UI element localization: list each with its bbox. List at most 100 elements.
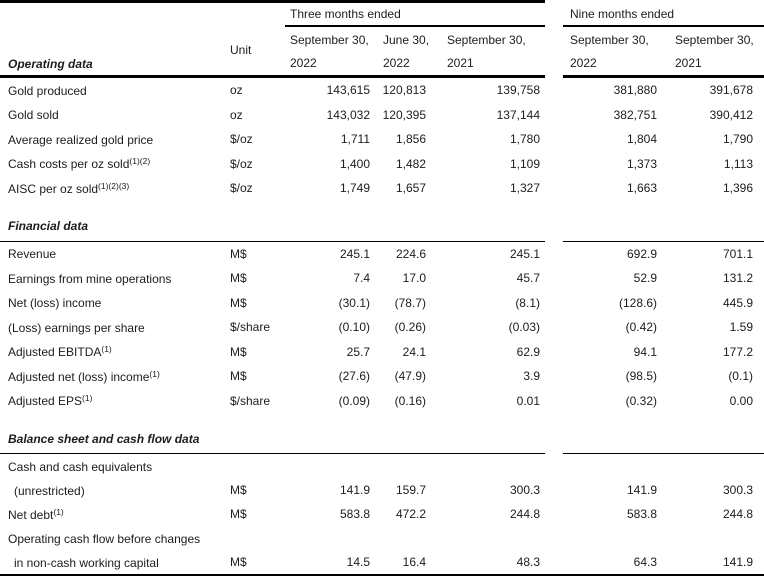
- section-underline-right: [563, 219, 764, 242]
- column-header-line2: 2022: [290, 55, 317, 70]
- row-value-3m-sep-2022: 245.1: [339, 246, 370, 261]
- row-value-3m-sep-2022: 143,615: [326, 83, 370, 98]
- row-value-9m-sep-2021: 131.2: [722, 271, 753, 286]
- row-unit: $/oz: [230, 156, 253, 171]
- table-row: Revenue M$ 245.1 224.6 245.1 692.9 701.1: [0, 242, 764, 267]
- row-value-3m-sep-2021: (0.03): [508, 320, 540, 335]
- row-value-9m-sep-2021: 177.2: [722, 344, 753, 359]
- section-underline-left: Financial data: [0, 219, 545, 242]
- row-value-3m-sep-2022: 7.4: [353, 271, 370, 286]
- top-border-line: [0, 0, 545, 3]
- row-value-3m-sep-2021: 62.9: [516, 344, 540, 359]
- row-value-3m-jun-2022: 224.6: [395, 246, 426, 261]
- section-title: Balance sheet and cash flow data: [8, 431, 200, 446]
- column-header-line1: September 30,: [447, 33, 526, 47]
- row-value-3m-sep-2021: 1,109: [509, 156, 540, 171]
- row-value-9m-sep-2021: 141.9: [722, 555, 753, 569]
- row-value-3m-jun-2022: 16.4: [402, 555, 426, 569]
- row-unit: oz: [230, 107, 243, 122]
- row-unit: $/share: [230, 393, 271, 408]
- row-value-9m-sep-2022: 382,751: [613, 107, 657, 122]
- row-value-9m-sep-2021: 1,113: [723, 156, 753, 171]
- row-unit: M$: [230, 344, 247, 359]
- column-header-line2: 2021: [447, 55, 474, 70]
- row-value-3m-jun-2022: (47.9): [394, 369, 426, 384]
- table-row: AISC per oz sold(1)(2)(3) $/oz 1,749 1,6…: [0, 176, 764, 201]
- row-label: Adjusted EBITDA(1): [8, 344, 112, 360]
- row-value-3m-sep-2021: 48.3: [516, 555, 540, 569]
- column-header-line1: September 30,: [675, 33, 754, 47]
- row-value-3m-sep-2021: 3.9: [523, 369, 540, 384]
- row-value-3m-jun-2022: 1,657: [395, 181, 426, 196]
- row-value-3m-sep-2022: 14.5: [346, 555, 370, 569]
- column-header-3m-sep-2021: September 30, 2021: [447, 29, 526, 74]
- row-label: (unrestricted): [14, 483, 85, 498]
- footnote-superscript: (1): [53, 506, 64, 517]
- table-row: Adjusted net (loss) income(1) M$ (27.6) …: [0, 364, 764, 389]
- row-value-9m-sep-2022: 583.8: [626, 507, 657, 521]
- row-value-3m-sep-2022: 583.8: [339, 507, 370, 521]
- column-header-line1: September 30,: [570, 33, 649, 47]
- row-value-9m-sep-2021: 0.00: [729, 393, 753, 408]
- row-value-3m-sep-2022: (0.10): [338, 320, 370, 335]
- table-row: (unrestricted) M$ 141.9 159.7 300.3 141.…: [0, 478, 764, 502]
- column-header-9m-sep-2021: September 30, 2021: [675, 29, 754, 74]
- row-value-9m-sep-2021: 1.59: [729, 320, 753, 335]
- row-value-3m-jun-2022: 159.7: [395, 483, 426, 497]
- row-value-9m-sep-2022: 141.9: [626, 483, 657, 497]
- row-value-9m-sep-2021: (0.1): [728, 369, 753, 384]
- row-label: (Loss) earnings per share: [8, 320, 145, 335]
- row-value-3m-sep-2022: 143,032: [326, 107, 370, 122]
- footnote-superscript: (1)(2)(3): [98, 180, 130, 191]
- row-label: AISC per oz sold(1)(2)(3): [8, 180, 130, 196]
- table-row: Net debt(1) M$ 583.8 472.2 244.8 583.8 2…: [0, 502, 764, 526]
- row-value-3m-sep-2022: 1,749: [339, 181, 370, 196]
- section-underline-left: Balance sheet and cash flow data: [0, 431, 545, 454]
- section-title-operating-data: Operating data: [8, 57, 93, 71]
- column-header-line2: 2021: [675, 55, 702, 70]
- row-value-3m-sep-2022: (0.09): [338, 393, 370, 408]
- row-value-3m-sep-2021: 245.1: [509, 246, 540, 261]
- group-underline-nine-months: [563, 25, 764, 27]
- row-value-9m-sep-2022: 94.1: [633, 344, 657, 359]
- row-label: Net debt(1): [8, 506, 64, 522]
- table-body: Gold produced oz 143,615 120,813 139,758…: [0, 78, 764, 574]
- table-row: Earnings from mine operations M$ 7.4 17.…: [0, 266, 764, 291]
- header-bottom-line-right: [563, 75, 764, 78]
- row-value-9m-sep-2021: 390,412: [709, 107, 753, 122]
- row-value-9m-sep-2022: 52.9: [633, 271, 657, 286]
- group-header-three-months: Three months ended: [290, 7, 401, 21]
- row-unit: oz: [230, 83, 243, 98]
- row-value-3m-sep-2022: (27.6): [338, 369, 370, 384]
- row-value-3m-jun-2022: 1,482: [395, 156, 426, 171]
- row-value-3m-sep-2021: 45.7: [516, 271, 540, 286]
- row-value-9m-sep-2022: 1,804: [626, 132, 657, 147]
- row-label: in non-cash working capital: [14, 555, 159, 570]
- row-value-3m-sep-2022: (30.1): [338, 295, 370, 310]
- row-value-3m-sep-2022: 25.7: [346, 344, 370, 359]
- unit-column-header: Unit: [230, 43, 252, 57]
- row-value-9m-sep-2022: (0.42): [625, 320, 657, 335]
- table-row: Adjusted EBITDA(1) M$ 25.7 24.1 62.9 94.…: [0, 340, 764, 365]
- row-unit: $/oz: [230, 181, 253, 196]
- row-label: Gold produced: [8, 83, 87, 98]
- row-unit: M$: [230, 369, 247, 384]
- table-row: Gold sold oz 143,032 120,395 137,144 382…: [0, 103, 764, 128]
- column-header-line1: September 30,: [290, 33, 369, 47]
- row-value-3m-sep-2021: 137,144: [496, 107, 540, 122]
- column-header-line2: 2022: [570, 55, 597, 70]
- footnote-superscript: (1)(2): [129, 156, 151, 167]
- row-label: Gold sold: [8, 108, 59, 123]
- table-row: Gold produced oz 143,615 120,813 139,758…: [0, 78, 764, 103]
- bottom-border-line: [0, 574, 764, 576]
- row-label: Earnings from mine operations: [8, 271, 172, 286]
- footnote-superscript: (1): [82, 393, 93, 404]
- row-value-3m-sep-2022: 141.9: [339, 483, 370, 497]
- row-unit: M$: [230, 507, 247, 521]
- header-bottom-line-left: [0, 75, 545, 78]
- row-value-3m-sep-2021: 0.01: [516, 393, 540, 408]
- row-label: Net (loss) income: [8, 296, 102, 311]
- column-header-line2: 2022: [383, 55, 410, 70]
- table-row: Operating cash flow before changes: [0, 526, 764, 550]
